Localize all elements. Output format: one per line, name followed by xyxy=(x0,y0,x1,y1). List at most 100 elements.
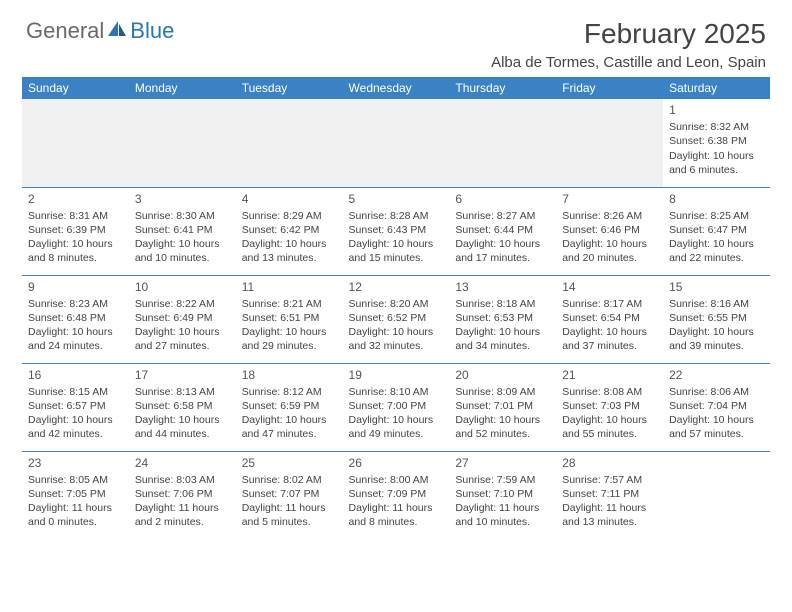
day-cell: 5Sunrise: 8:28 AMSunset: 6:43 PMDaylight… xyxy=(343,187,450,275)
day-cell: 25Sunrise: 8:02 AMSunset: 7:07 PMDayligh… xyxy=(236,451,343,539)
day-cell: 12Sunrise: 8:20 AMSunset: 6:52 PMDayligh… xyxy=(343,275,450,363)
sunrise-line: Sunrise: 8:30 AM xyxy=(135,209,230,223)
day-number: 24 xyxy=(135,455,230,471)
day-number: 8 xyxy=(669,191,764,207)
sunset-line: Sunset: 7:07 PM xyxy=(242,487,337,501)
day-cell: 4Sunrise: 8:29 AMSunset: 6:42 PMDaylight… xyxy=(236,187,343,275)
day-cell: 18Sunrise: 8:12 AMSunset: 6:59 PMDayligh… xyxy=(236,363,343,451)
day-number: 25 xyxy=(242,455,337,471)
sunrise-line: Sunrise: 8:10 AM xyxy=(349,385,444,399)
sunrise-line: Sunrise: 8:00 AM xyxy=(349,473,444,487)
sunrise-line: Sunrise: 8:23 AM xyxy=(28,297,123,311)
daylight-line: Daylight: 10 hours and 10 minutes. xyxy=(135,237,230,265)
day-number: 11 xyxy=(242,279,337,295)
day-cell: 13Sunrise: 8:18 AMSunset: 6:53 PMDayligh… xyxy=(449,275,556,363)
sunset-line: Sunset: 6:42 PM xyxy=(242,223,337,237)
day-cell: 17Sunrise: 8:13 AMSunset: 6:58 PMDayligh… xyxy=(129,363,236,451)
day-header: Friday xyxy=(556,77,663,99)
week-row: 23Sunrise: 8:05 AMSunset: 7:05 PMDayligh… xyxy=(22,451,770,539)
day-cell: 26Sunrise: 8:00 AMSunset: 7:09 PMDayligh… xyxy=(343,451,450,539)
sunrise-line: Sunrise: 8:29 AM xyxy=(242,209,337,223)
sunrise-line: Sunrise: 8:09 AM xyxy=(455,385,550,399)
day-cell: 9Sunrise: 8:23 AMSunset: 6:48 PMDaylight… xyxy=(22,275,129,363)
day-number: 9 xyxy=(28,279,123,295)
daylight-line: Daylight: 10 hours and 37 minutes. xyxy=(562,325,657,353)
daylight-line: Daylight: 11 hours and 8 minutes. xyxy=(349,501,444,529)
day-number: 7 xyxy=(562,191,657,207)
sunset-line: Sunset: 7:09 PM xyxy=(349,487,444,501)
day-cell: 8Sunrise: 8:25 AMSunset: 6:47 PMDaylight… xyxy=(663,187,770,275)
sunrise-line: Sunrise: 8:21 AM xyxy=(242,297,337,311)
sunrise-line: Sunrise: 8:15 AM xyxy=(28,385,123,399)
day-number: 18 xyxy=(242,367,337,383)
day-cell: 28 Sunrise: 7:57 AMSunset: 7:11 PMDayligh… xyxy=(556,451,663,539)
sunset-line: Sunset: 7:10 PM xyxy=(455,487,550,501)
day-cell: 16Sunrise: 8:15 AMSunset: 6:57 PMDayligh… xyxy=(22,363,129,451)
sunset-line: Sunset: 6:48 PM xyxy=(28,311,123,325)
day-number: 22 xyxy=(669,367,764,383)
day-cell: 14Sunrise: 8:17 AMSunset: 6:54 PMDayligh… xyxy=(556,275,663,363)
daylight-line: Daylight: 10 hours and 8 minutes. xyxy=(28,237,123,265)
sunset-line: Sunset: 6:43 PM xyxy=(349,223,444,237)
day-cell: 7Sunrise: 8:26 AMSunset: 6:46 PMDaylight… xyxy=(556,187,663,275)
day-number: 10 xyxy=(135,279,230,295)
daylight-line: Daylight: 10 hours and 39 minutes. xyxy=(669,325,764,353)
day-cell xyxy=(236,99,343,187)
day-header: Thursday xyxy=(449,77,556,99)
day-header-row: Sunday Monday Tuesday Wednesday Thursday… xyxy=(22,77,770,99)
sunset-line: Sunset: 6:49 PM xyxy=(135,311,230,325)
sunset-line: Sunset: 6:46 PM xyxy=(562,223,657,237)
sunset-line: Sunset: 6:52 PM xyxy=(349,311,444,325)
sunrise-line: Sunrise: 8:22 AM xyxy=(135,297,230,311)
daylight-line: Daylight: 11 hours and 13 minutes. xyxy=(562,501,657,529)
day-number: 5 xyxy=(349,191,444,207)
day-cell xyxy=(343,99,450,187)
day-cell xyxy=(663,451,770,539)
sunset-line: Sunset: 6:54 PM xyxy=(562,311,657,325)
sunset-line: Sunset: 6:39 PM xyxy=(28,223,123,237)
day-cell xyxy=(22,99,129,187)
daylight-line: Daylight: 10 hours and 34 minutes. xyxy=(455,325,550,353)
day-header: Tuesday xyxy=(236,77,343,99)
daylight-line: Daylight: 10 hours and 6 minutes. xyxy=(669,149,764,177)
daylight-line: Daylight: 11 hours and 5 minutes. xyxy=(242,501,337,529)
day-number: 28 xyxy=(562,455,657,471)
logo: General Blue xyxy=(26,18,174,44)
day-cell: 22Sunrise: 8:06 AMSunset: 7:04 PMDayligh… xyxy=(663,363,770,451)
sunset-line: Sunset: 6:53 PM xyxy=(455,311,550,325)
sunset-line: Sunset: 6:41 PM xyxy=(135,223,230,237)
sunrise-line: Sunrise: 8:05 AM xyxy=(28,473,123,487)
daylight-line: Daylight: 10 hours and 32 minutes. xyxy=(349,325,444,353)
sunrise-line: Sunrise: 8:06 AM xyxy=(669,385,764,399)
sunset-line: Sunset: 6:59 PM xyxy=(242,399,337,413)
daylight-line: Daylight: 10 hours and 44 minutes. xyxy=(135,413,230,441)
daylight-line: Daylight: 10 hours and 17 minutes. xyxy=(455,237,550,265)
sunset-line: Sunset: 7:01 PM xyxy=(455,399,550,413)
sunset-line: Sunset: 7:11 PM xyxy=(562,487,657,501)
sunset-line: Sunset: 6:57 PM xyxy=(28,399,123,413)
daylight-line: Daylight: 10 hours and 47 minutes. xyxy=(242,413,337,441)
day-cell: 10Sunrise: 8:22 AMSunset: 6:49 PMDayligh… xyxy=(129,275,236,363)
day-number: 6 xyxy=(455,191,550,207)
daylight-line: Daylight: 10 hours and 52 minutes. xyxy=(455,413,550,441)
title-block: February 2025 Alba de Tormes, Castille a… xyxy=(491,18,766,71)
day-number: 17 xyxy=(135,367,230,383)
sunset-line: Sunset: 7:03 PM xyxy=(562,399,657,413)
daylight-line: Daylight: 11 hours and 2 minutes. xyxy=(135,501,230,529)
sunrise-line: Sunrise: 7:57 AM xyxy=(562,473,657,487)
sunset-line: Sunset: 6:55 PM xyxy=(669,311,764,325)
daylight-line: Daylight: 10 hours and 20 minutes. xyxy=(562,237,657,265)
day-number: 27 xyxy=(455,455,550,471)
day-number: 20 xyxy=(455,367,550,383)
week-row: 1Sunrise: 8:32 AMSunset: 6:38 PMDaylight… xyxy=(22,99,770,187)
calendar: Sunday Monday Tuesday Wednesday Thursday… xyxy=(0,77,792,539)
daylight-line: Daylight: 11 hours and 0 minutes. xyxy=(28,501,123,529)
sunrise-line: Sunrise: 8:27 AM xyxy=(455,209,550,223)
day-number: 12 xyxy=(349,279,444,295)
sunrise-line: Sunrise: 8:13 AM xyxy=(135,385,230,399)
day-number: 16 xyxy=(28,367,123,383)
logo-word2: Blue xyxy=(130,18,174,44)
day-cell xyxy=(449,99,556,187)
sunset-line: Sunset: 6:51 PM xyxy=(242,311,337,325)
day-cell: 2Sunrise: 8:31 AMSunset: 6:39 PMDaylight… xyxy=(22,187,129,275)
